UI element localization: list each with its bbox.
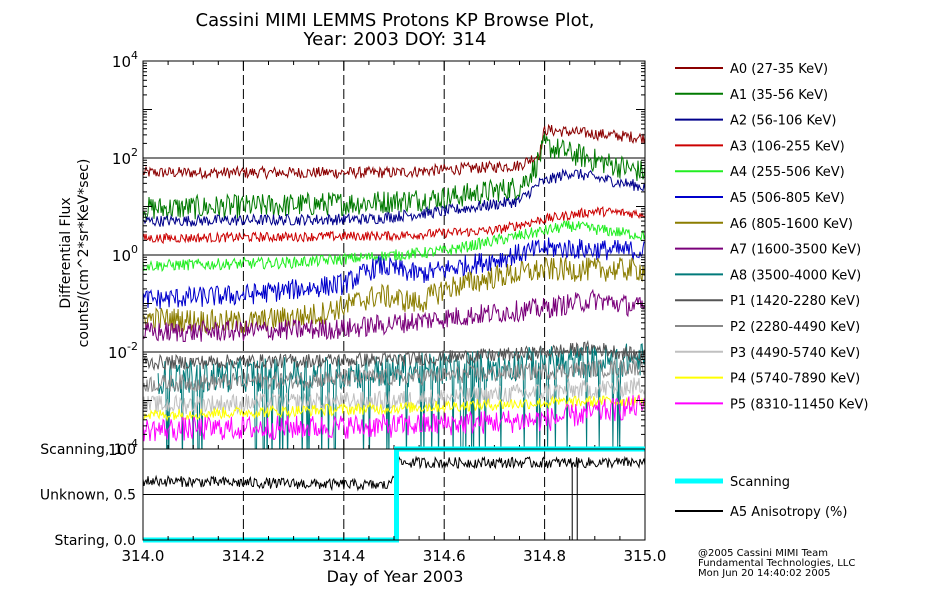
series-line-a3 [143,205,645,245]
chart-title-line1: Cassini MIMI LEMMS Protons KP Browse Plo… [196,10,595,31]
series-line-p5 [143,395,645,442]
legend-entry-p1: P1 (1420-2280 KeV) [730,294,860,309]
legend-entry-p4: P4 (5740-7890 KeV) [730,372,860,387]
flux-y-tick-label: 10-2 [108,340,138,362]
credit-line-2: Fundamental Technologies, LLC [698,558,855,569]
legend-entry-a1: A1 (35-56 KeV) [730,88,828,103]
series-line-p2 [143,358,645,393]
flux-y-tick-label: 10-4 [108,437,138,459]
legend-entry-a7: A7 (1600-3500 KeV) [730,243,861,258]
x-tick-label: 314.6 [423,547,466,565]
series-line-a2 [143,168,645,227]
chart-title-line2: Year: 2003 DOY: 314 [303,29,487,50]
legend-entry-a5: A5 (506-805 KeV) [730,191,845,206]
mode-legend: Scanning A5 Anisotropy (%) [675,475,847,520]
x-tick-label: 314.8 [523,547,566,565]
series-line-p4 [143,394,645,422]
mode-y-tick-label: Scanning, 1.0 [40,442,136,458]
legend-entry-a4: A4 (255-506 KeV) [730,165,845,180]
credit-line-3: Mon Jun 20 14:40:02 2005 [698,568,831,579]
x-tick-label: 314.2 [222,547,265,565]
series-line-a0 [143,123,645,181]
x-tick-label: 314.4 [322,547,365,565]
flux-legend: A0 (27-35 KeV) A1 (35-56 KeV) A2 (56-106 K… [675,62,868,412]
series-line-p3 [143,377,645,416]
legend-entry-a0: A0 (27-35 KeV) [730,62,828,77]
series-line-a1 [143,132,645,221]
mode-panel: Staring, 0.0 Unknown, 0.5 Scanning, 1.0 314… [40,442,667,565]
credit-line-1: @2005 Cassini MIMI Team [698,548,828,559]
mode-y-tick-label: Staring, 0.0 [54,533,136,549]
flux-y-tick-label: 102 [112,146,138,168]
x-tick-label: 315.0 [624,547,667,565]
legend-entry-a8: A8 (3500-4000 KeV) [730,268,861,283]
legend-entry-p5: P5 (8310-11450 KeV) [730,397,868,412]
y-axis-label-line2: counts/(cm^2*sr*KeV*sec) [76,159,92,348]
series-line-a8 [157,343,645,449]
series-line-p1 [143,339,645,372]
flux-panel: 10-4 10-2 100 102 104 [108,49,646,459]
series-line-a6 [143,256,645,334]
y-axis-label-line1: Differential Flux [58,197,74,308]
legend-entry-p2: P2 (2280-4490 KeV) [730,320,860,335]
legend-entry-a2: A2 (56-106 KeV) [730,114,836,129]
legend-entry-a5-anisotropy: A5 Anisotropy (%) [730,505,847,520]
legend-entry-a3: A3 (106-255 KeV) [730,139,845,154]
x-tick-label: 314.0 [122,547,165,565]
series-line-a5 [143,237,645,309]
legend-entry-a6: A6 (805-1600 KeV) [730,217,853,232]
series-line-a4 [143,220,645,273]
x-axis-label: Day of Year 2003 [327,567,464,586]
legend-entry-p3: P3 (4490-5740 KeV) [730,346,860,361]
legend-entry-scanning: Scanning [730,475,790,490]
flux-y-tick-label: 100 [112,243,138,265]
series-line-a7 [143,288,645,343]
flux-y-tick-label: 104 [112,49,138,71]
mode-y-tick-label: Unknown, 0.5 [40,488,136,504]
